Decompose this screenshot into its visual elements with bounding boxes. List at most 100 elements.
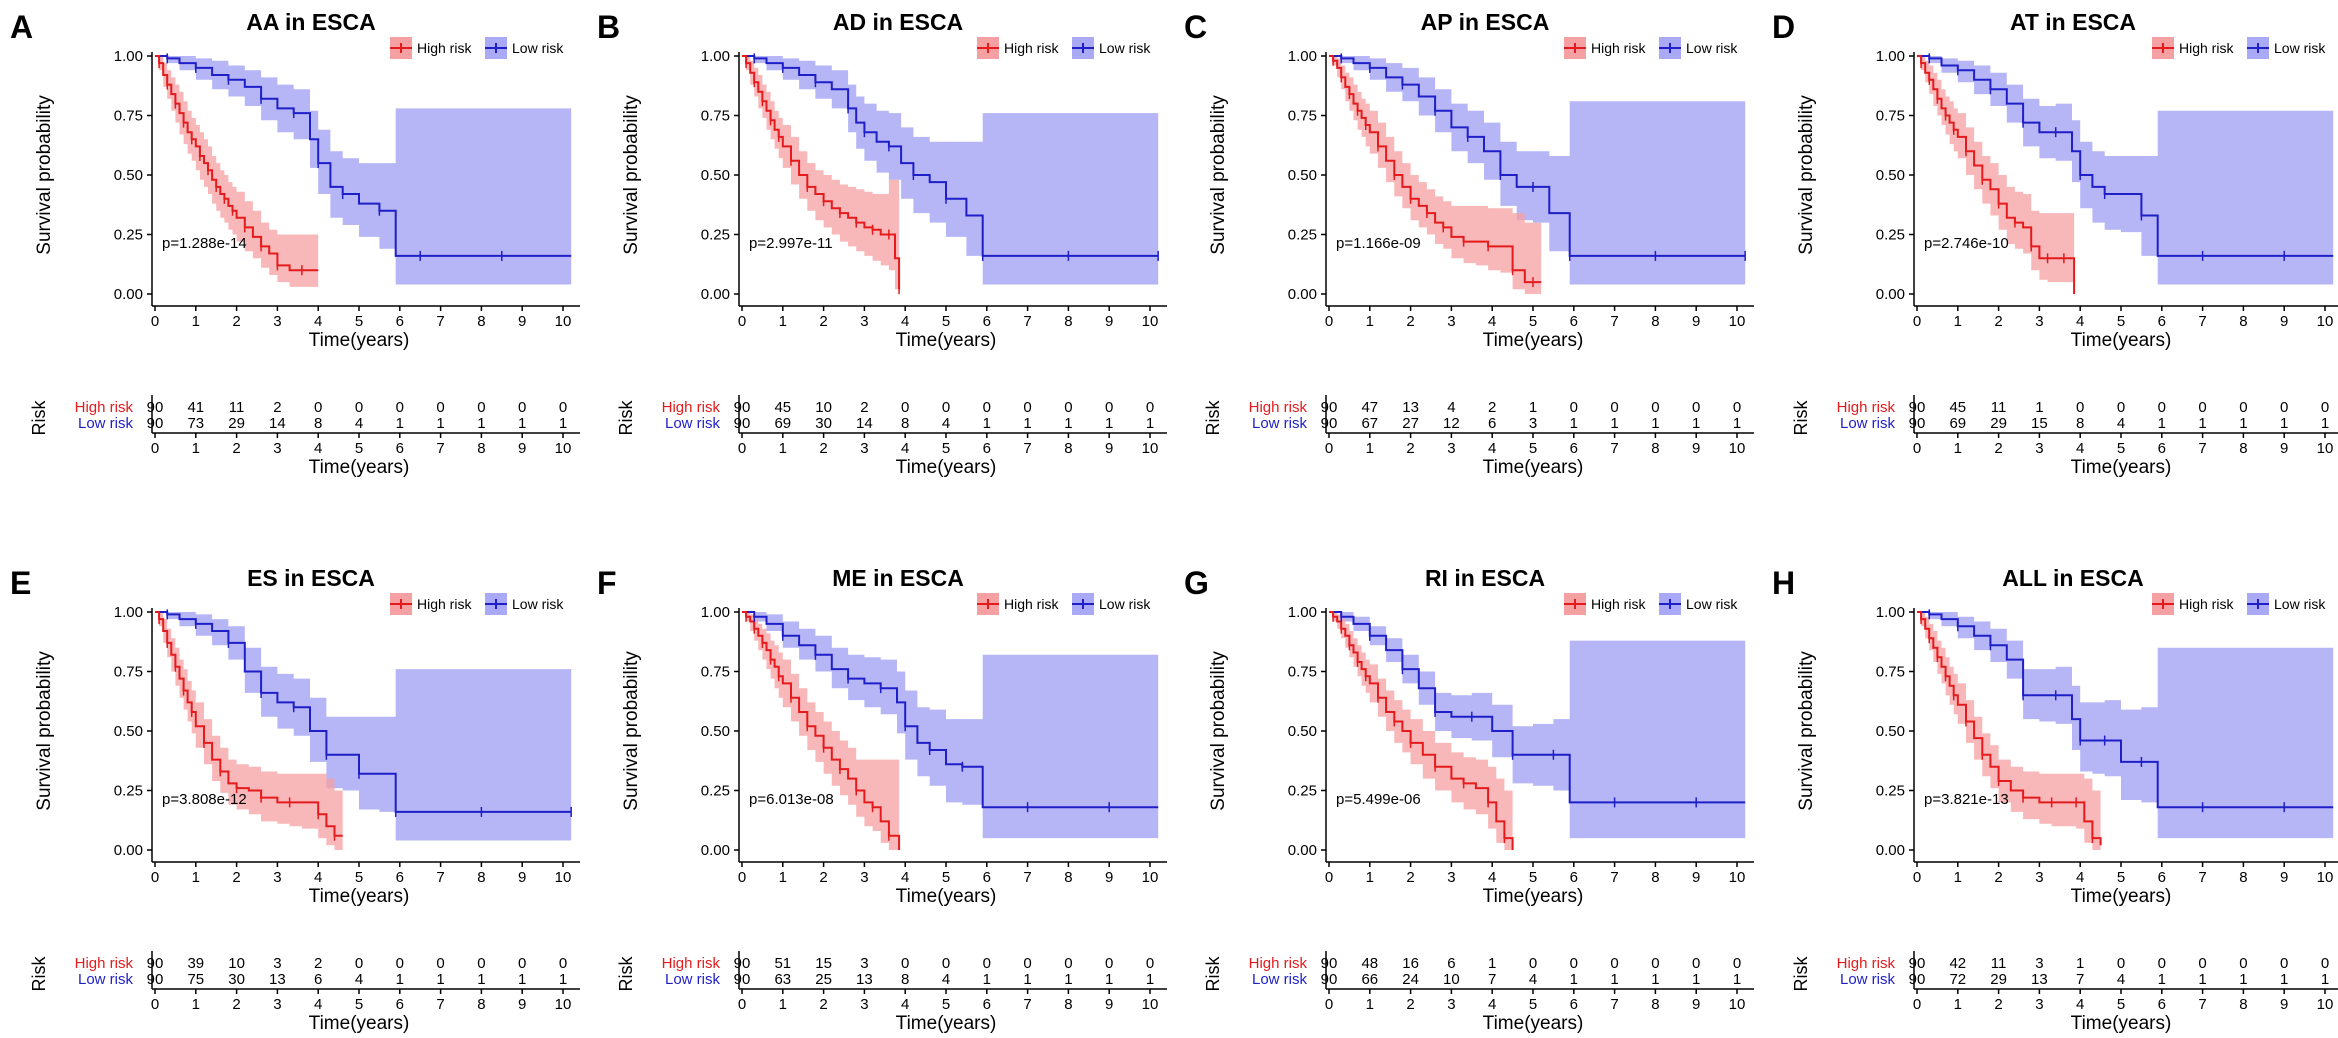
risk-x-tick-label: 0	[1913, 996, 1921, 1013]
risk-count-low: 90	[147, 415, 164, 432]
risk-count-high: 0	[2280, 399, 2288, 416]
risk-count-high: 0	[2158, 955, 2166, 972]
risk-count-high: 0	[518, 955, 526, 972]
risk-x-tick-label: 0	[1325, 996, 1333, 1013]
risk-x-tick-label: 1	[779, 440, 787, 457]
x-tick-label: 4	[901, 313, 909, 330]
risk-count-high: 42	[1949, 955, 1966, 972]
y-tick-label: 0.00	[114, 286, 143, 303]
risk-count-low: 14	[856, 415, 873, 432]
risk-count-low: 29	[1990, 971, 2007, 988]
risk-x-tick-label: 10	[1142, 996, 1159, 1013]
y-tick-label: 0.00	[1876, 842, 1905, 859]
risk-count-low: 8	[901, 971, 909, 988]
risk-count-low: 1	[436, 971, 444, 988]
risk-x-tick-label: 5	[1529, 440, 1537, 457]
risk-x-tick-label: 6	[2158, 440, 2166, 457]
x-tick-label: 9	[1105, 869, 1113, 886]
risk-x-tick-label: 4	[901, 996, 909, 1013]
y-tick-label: 0.75	[114, 108, 143, 125]
x-tick-label: 9	[518, 869, 526, 886]
x-tick-label: 9	[1692, 869, 1700, 886]
risk-x-axis-label: Time(years)	[1483, 457, 1584, 478]
x-tick-label: 8	[1651, 869, 1659, 886]
y-tick-label: 0.25	[114, 783, 143, 800]
risk-count-high: 2	[314, 955, 322, 972]
x-axis-label: Time(years)	[896, 330, 997, 351]
risk-x-tick-label: 5	[355, 440, 363, 457]
risk-count-low: 27	[1402, 415, 1419, 432]
panel-letter: G	[1184, 565, 1209, 601]
risk-x-tick-label: 0	[151, 440, 159, 457]
risk-count-high: 1	[2035, 399, 2043, 416]
x-tick-label: 2	[1994, 313, 2002, 330]
x-tick-label: 6	[1570, 313, 1578, 330]
risk-x-tick-label: 6	[1570, 440, 1578, 457]
risk-table-high-label: High risk	[1837, 399, 1896, 416]
risk-count-low: 13	[856, 971, 873, 988]
risk-count-high: 10	[815, 399, 832, 416]
risk-count-low: 1	[983, 415, 991, 432]
risk-count-high: 0	[2117, 399, 2125, 416]
risk-count-high: 0	[1692, 399, 1700, 416]
risk-count-high: 45	[774, 399, 791, 416]
risk-count-low: 14	[269, 415, 286, 432]
risk-count-high: 0	[901, 955, 909, 972]
risk-count-high: 1	[1529, 399, 1537, 416]
risk-x-tick-label: 3	[2035, 996, 2043, 1013]
high-risk-curve	[1329, 611, 1514, 850]
risk-x-tick-label: 2	[1406, 440, 1414, 457]
legend-low-label: Low risk	[2274, 596, 2326, 612]
risk-count-low: 4	[355, 415, 363, 432]
x-axis-label: Time(years)	[309, 886, 410, 907]
x-tick-label: 5	[942, 313, 950, 330]
y-tick-label: 0.50	[114, 167, 143, 184]
legend-low-label: Low risk	[1099, 596, 1151, 612]
risk-x-tick-label: 9	[2280, 996, 2288, 1013]
risk-count-high: 3	[273, 955, 281, 972]
risk-count-high: 0	[1692, 955, 1700, 972]
legend-high-label: High risk	[417, 596, 472, 612]
y-tick-label: 0.50	[701, 167, 730, 184]
risk-count-low: 1	[1570, 415, 1578, 432]
risk-count-high: 1	[2076, 955, 2084, 972]
x-tick-label: 3	[273, 869, 281, 886]
risk-count-high: 0	[396, 399, 404, 416]
p-value: p=3.821e-13	[1924, 791, 2009, 808]
risk-count-low: 90	[1321, 415, 1338, 432]
risk-x-tick-label: 6	[396, 996, 404, 1013]
chart-title: AA in ESCA	[246, 9, 376, 35]
x-tick-label: 4	[2076, 313, 2084, 330]
y-tick-label: 1.00	[114, 604, 143, 621]
risk-count-high: 0	[477, 399, 485, 416]
x-axis-label: Time(years)	[2071, 330, 2172, 351]
y-tick-label: 0.00	[114, 842, 143, 859]
risk-x-tick-label: 3	[860, 996, 868, 1013]
risk-count-high: 0	[2117, 955, 2125, 972]
panel-letter: B	[597, 9, 620, 45]
risk-count-high: 0	[1651, 955, 1659, 972]
high-risk-ci-band	[155, 612, 343, 850]
x-tick-label: 2	[232, 869, 240, 886]
x-tick-label: 7	[1610, 313, 1618, 330]
risk-count-low: 1	[1146, 415, 1154, 432]
risk-table-low-label: Low risk	[78, 971, 134, 988]
p-value: p=2.746e-10	[1924, 235, 2009, 252]
y-axis-label: Survival probability	[1796, 651, 1817, 811]
risk-x-axis-label: Time(years)	[1483, 1013, 1584, 1034]
x-axis-label: Time(years)	[1483, 330, 1584, 351]
low-risk-ci-band	[742, 56, 1159, 285]
risk-count-low: 29	[228, 415, 245, 432]
x-tick-label: 7	[1610, 869, 1618, 886]
risk-count-low: 1	[2158, 971, 2166, 988]
y-tick-label: 0.50	[114, 723, 143, 740]
x-tick-label: 4	[314, 313, 322, 330]
risk-x-tick-label: 7	[436, 996, 444, 1013]
risk-x-tick-label: 7	[1023, 440, 1031, 457]
chart-title: ME in ESCA	[832, 565, 964, 591]
x-tick-label: 4	[1488, 869, 1496, 886]
x-tick-label: 0	[151, 313, 159, 330]
